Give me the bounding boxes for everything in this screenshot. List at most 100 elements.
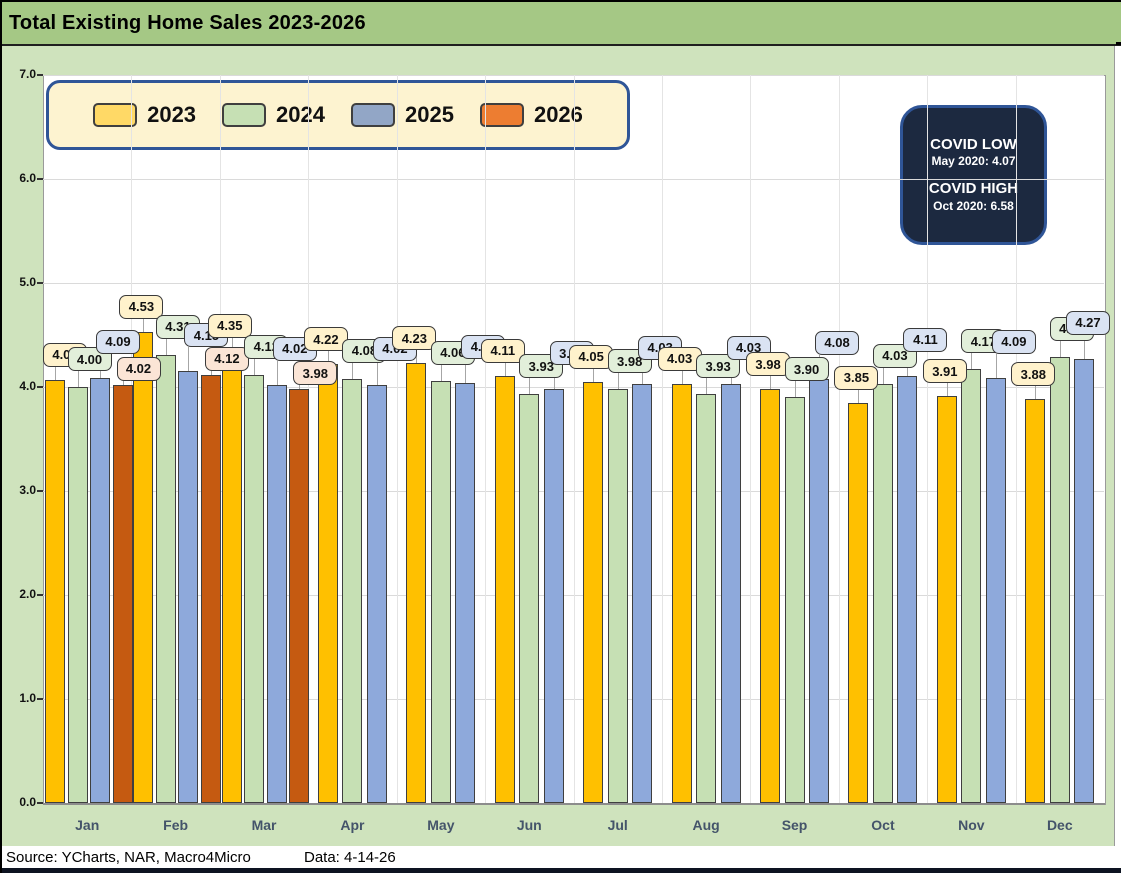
bar-2024-feb [155, 354, 176, 803]
bar-2026-jan [112, 384, 133, 803]
y-axis-tick [37, 802, 43, 804]
data-label-leader [77, 371, 79, 387]
sheet-edge-mark [1116, 42, 1121, 45]
category-separator [838, 75, 840, 803]
data-label-2024-aug: 3.93 [696, 354, 741, 379]
category-separator [485, 75, 487, 803]
data-label-leader [352, 362, 354, 379]
data-label-leader [327, 351, 329, 365]
x-axis-label: Sep [781, 817, 808, 833]
bar-2025-dec [1074, 358, 1095, 803]
y-axis-tick [37, 698, 43, 700]
data-label-leader [188, 347, 190, 372]
bar-2026-mar [289, 389, 310, 803]
y-axis-label: 0.0 [19, 795, 36, 809]
data-label-leader [882, 367, 884, 384]
bar-2025-jul [632, 383, 653, 803]
data-label-2023-nov: 3.91 [922, 359, 967, 384]
data-label-2025-mar: 4.02 [272, 336, 317, 361]
data-label-leader [504, 362, 506, 376]
x-axis-label: Oct [871, 817, 895, 833]
data-label-leader [122, 380, 124, 385]
data-label-leader [254, 358, 256, 375]
category-separator [661, 75, 663, 803]
covid-high-value: Oct 2020: 6.58 [933, 198, 1014, 213]
category-separator [573, 75, 575, 803]
bar-2025-sep [809, 378, 830, 803]
x-axis-label: May [427, 817, 455, 833]
data-label-leader [681, 370, 683, 384]
y-axis-tick [37, 282, 43, 284]
y-axis-label: 7.0 [19, 67, 36, 81]
bar-2025-jun [543, 389, 564, 803]
data-label-leader [276, 360, 278, 385]
data-label-leader [165, 338, 167, 355]
bar-2024-aug [696, 394, 717, 803]
data-label-2023-sep: 3.98 [746, 352, 791, 377]
data-label-2023-may: 4.23 [392, 326, 437, 351]
data-label-leader [706, 378, 708, 395]
bar-2025-apr [366, 384, 387, 803]
data-label-2025-oct: 4.11 [903, 327, 948, 352]
x-axis-label: Feb [163, 817, 189, 833]
data-label-2023-apr: 4.22 [303, 327, 348, 352]
y-axis-tick [37, 594, 43, 596]
x-axis-label: Mar [251, 817, 277, 833]
data-label-2026-feb: 4.12 [204, 346, 249, 371]
x-axis-label: Nov [958, 817, 985, 833]
category-separator [750, 75, 752, 803]
data-label-leader [858, 389, 860, 403]
bar-2024-nov [961, 369, 982, 803]
data-label-leader [794, 381, 796, 398]
x-axis-label: Jun [516, 817, 542, 833]
bar-2023-jan [45, 379, 65, 803]
bar-2025-may [455, 382, 476, 803]
data-label-leader [770, 376, 772, 390]
category-separator [1015, 75, 1017, 803]
bar-2025-aug [720, 383, 741, 803]
data-label-leader [143, 318, 145, 332]
data-label-leader [971, 353, 973, 370]
data-label-leader [1084, 334, 1086, 359]
y-axis-label: 5.0 [19, 275, 36, 289]
chart-title-band: Total Existing Home Sales 2023-2026 [2, 2, 1121, 46]
data-label-2023-dec: 3.88 [1011, 362, 1056, 387]
data-label-leader [299, 385, 301, 390]
bar-2023-apr [317, 364, 338, 803]
bar-2023-feb [133, 331, 154, 803]
x-axis-label: Dec [1046, 817, 1073, 833]
bar-2026-feb [200, 374, 221, 803]
legend-label: 2023 [147, 102, 197, 127]
footer-strip [2, 846, 1121, 868]
chart-title: Total Existing Home Sales 2023-2026 [9, 11, 366, 34]
covid-low-value: May 2020: 4.07 [931, 154, 1016, 169]
x-axis-line [43, 803, 1105, 805]
bar-2024-mar [244, 374, 265, 803]
data-label-leader [55, 366, 56, 380]
data-label-2025-nov: 4.09 [991, 329, 1036, 354]
data-label-leader [1035, 386, 1037, 400]
covid-high-title: COVID HIGH [928, 180, 1019, 197]
data-label-2026-jan: 4.02 [116, 356, 161, 381]
data-label-2023-oct: 3.85 [834, 365, 879, 390]
data-label-2023-feb: 4.53 [119, 294, 164, 319]
bar-2024-may [430, 380, 451, 803]
data-label-leader [617, 373, 619, 390]
legend-swatch-2023 [93, 103, 138, 127]
data-label-leader [376, 360, 378, 385]
data-label-2025-jan: 4.09 [96, 329, 140, 354]
data-label-2023-aug: 4.03 [657, 346, 702, 371]
bar-2023-dec [1025, 399, 1046, 803]
y-axis-label: 4.0 [19, 379, 36, 393]
bar-2025-jan [90, 377, 110, 803]
bar-2025-feb [178, 371, 199, 803]
data-label-leader [416, 350, 418, 364]
bar-2025-oct [897, 375, 918, 803]
bar-2025-nov [985, 377, 1006, 803]
data-label-leader [529, 378, 531, 395]
bar-2024-apr [342, 378, 363, 803]
x-axis-label: Apr [340, 817, 365, 833]
data-label-leader [231, 337, 233, 351]
data-label-leader [1059, 340, 1061, 357]
